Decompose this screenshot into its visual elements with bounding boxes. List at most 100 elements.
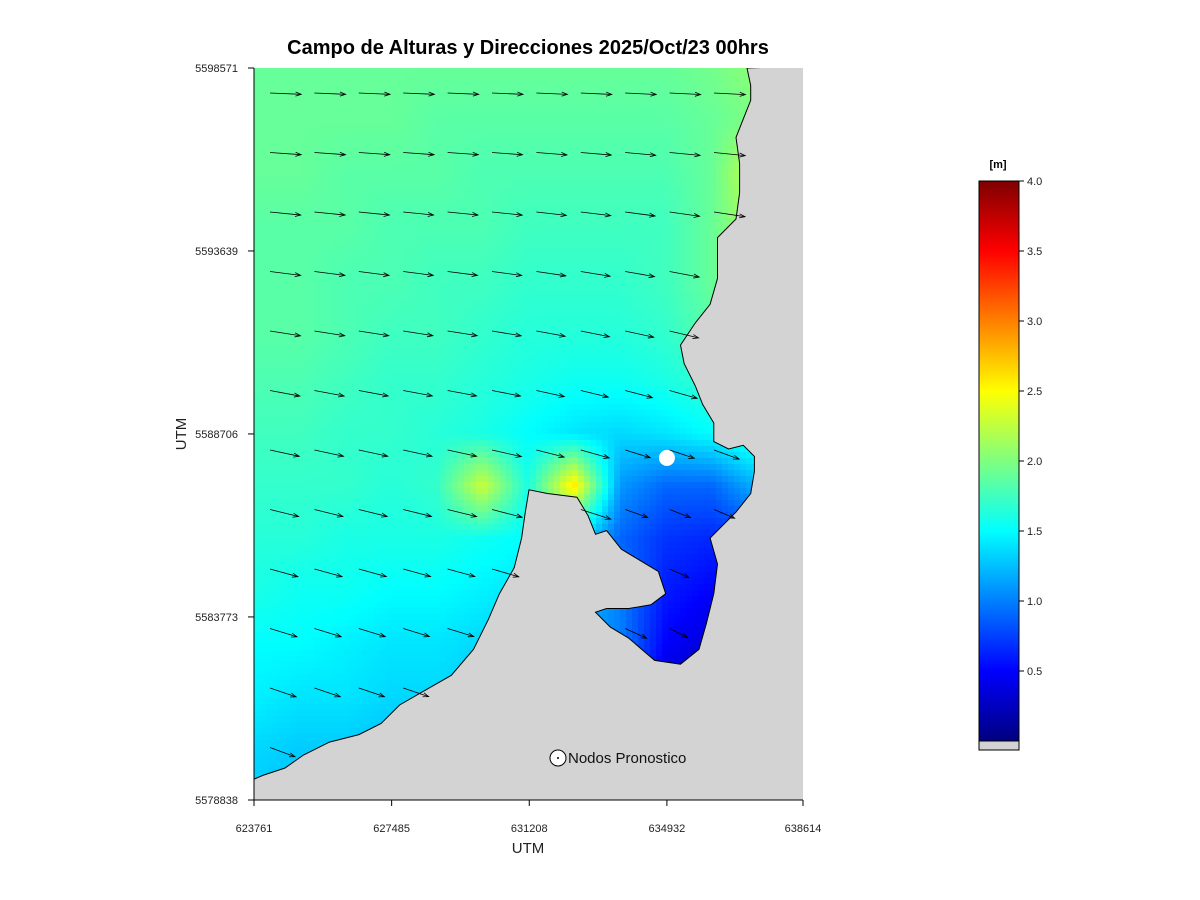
height-cell — [356, 338, 363, 345]
height-cell — [644, 362, 651, 369]
height-cell — [506, 200, 513, 207]
height-cell — [344, 266, 351, 273]
height-cell — [560, 356, 567, 363]
height-cell — [434, 338, 441, 345]
height-cell — [692, 224, 699, 231]
height-cell — [668, 158, 675, 165]
height-cell — [578, 242, 585, 249]
height-cell — [626, 242, 633, 249]
height-cell — [530, 200, 537, 207]
height-cell — [260, 116, 267, 123]
height-cell — [278, 362, 285, 369]
height-cell — [596, 182, 603, 189]
height-cell — [386, 74, 393, 81]
height-cell — [494, 290, 501, 297]
height-cell — [548, 374, 555, 381]
height-cell — [584, 356, 591, 363]
height-cell — [344, 302, 351, 309]
height-cell — [308, 206, 315, 213]
height-cell — [452, 254, 459, 261]
height-cell — [452, 308, 459, 315]
height-cell — [590, 326, 597, 333]
height-cell — [644, 128, 651, 135]
height-cell — [716, 212, 723, 219]
height-cell — [320, 386, 327, 393]
height-cell — [332, 302, 339, 309]
height-cell — [500, 128, 507, 135]
height-cell — [512, 254, 519, 261]
height-cell — [374, 284, 381, 291]
height-cell — [416, 242, 423, 249]
height-cell — [374, 206, 381, 213]
height-cell — [302, 152, 309, 159]
height-cell — [356, 122, 363, 129]
height-cell — [572, 74, 579, 81]
height-cell — [584, 194, 591, 201]
height-cell — [296, 320, 303, 327]
height-cell — [710, 194, 717, 201]
height-cell — [308, 194, 315, 201]
height-cell — [518, 236, 525, 243]
height-cell — [266, 188, 273, 195]
height-cell — [620, 68, 627, 75]
height-cell — [620, 140, 627, 147]
height-cell — [656, 236, 663, 243]
height-cell — [638, 98, 645, 105]
height-cell — [662, 320, 669, 327]
height-cell — [290, 266, 297, 273]
height-cell — [290, 164, 297, 171]
height-cell — [692, 92, 699, 99]
height-cell — [356, 188, 363, 195]
height-cell — [494, 122, 501, 129]
height-cell — [422, 296, 429, 303]
height-cell — [314, 212, 321, 219]
height-cell — [698, 194, 705, 201]
height-cell — [710, 68, 717, 75]
height-cell — [662, 206, 669, 213]
height-cell — [404, 164, 411, 171]
height-cell — [302, 122, 309, 129]
height-cell — [380, 278, 387, 285]
height-cell — [266, 236, 273, 243]
height-cell — [308, 332, 315, 339]
height-cell — [446, 212, 453, 219]
height-cell — [548, 212, 555, 219]
height-cell — [494, 182, 501, 189]
height-cell — [374, 122, 381, 129]
height-cell — [650, 224, 657, 231]
height-cell — [686, 302, 693, 309]
height-cell — [512, 212, 519, 219]
height-cell — [662, 254, 669, 261]
height-cell — [350, 80, 357, 87]
height-cell — [494, 314, 501, 321]
height-cell — [518, 284, 525, 291]
height-cell — [698, 164, 705, 171]
height-cell — [602, 386, 609, 393]
height-cell — [386, 92, 393, 99]
height-cell — [494, 230, 501, 237]
height-cell — [392, 362, 399, 369]
height-cell — [698, 266, 705, 273]
height-cell — [398, 350, 405, 357]
height-cell — [512, 242, 519, 249]
height-cell — [650, 308, 657, 315]
height-cell — [548, 176, 555, 183]
height-cell — [512, 236, 519, 243]
height-cell — [668, 248, 675, 255]
height-cell — [338, 374, 345, 381]
height-cell — [506, 218, 513, 225]
height-cell — [644, 356, 651, 363]
height-cell — [638, 314, 645, 321]
height-cell — [542, 272, 549, 279]
height-cell — [560, 158, 567, 165]
height-cell — [464, 218, 471, 225]
height-cell — [320, 380, 327, 387]
height-cell — [614, 80, 621, 87]
height-cell — [656, 110, 663, 117]
height-cell — [602, 140, 609, 147]
height-cell — [350, 152, 357, 159]
height-cell — [374, 134, 381, 141]
height-cell — [410, 182, 417, 189]
height-cell — [656, 266, 663, 273]
height-cell — [602, 326, 609, 333]
